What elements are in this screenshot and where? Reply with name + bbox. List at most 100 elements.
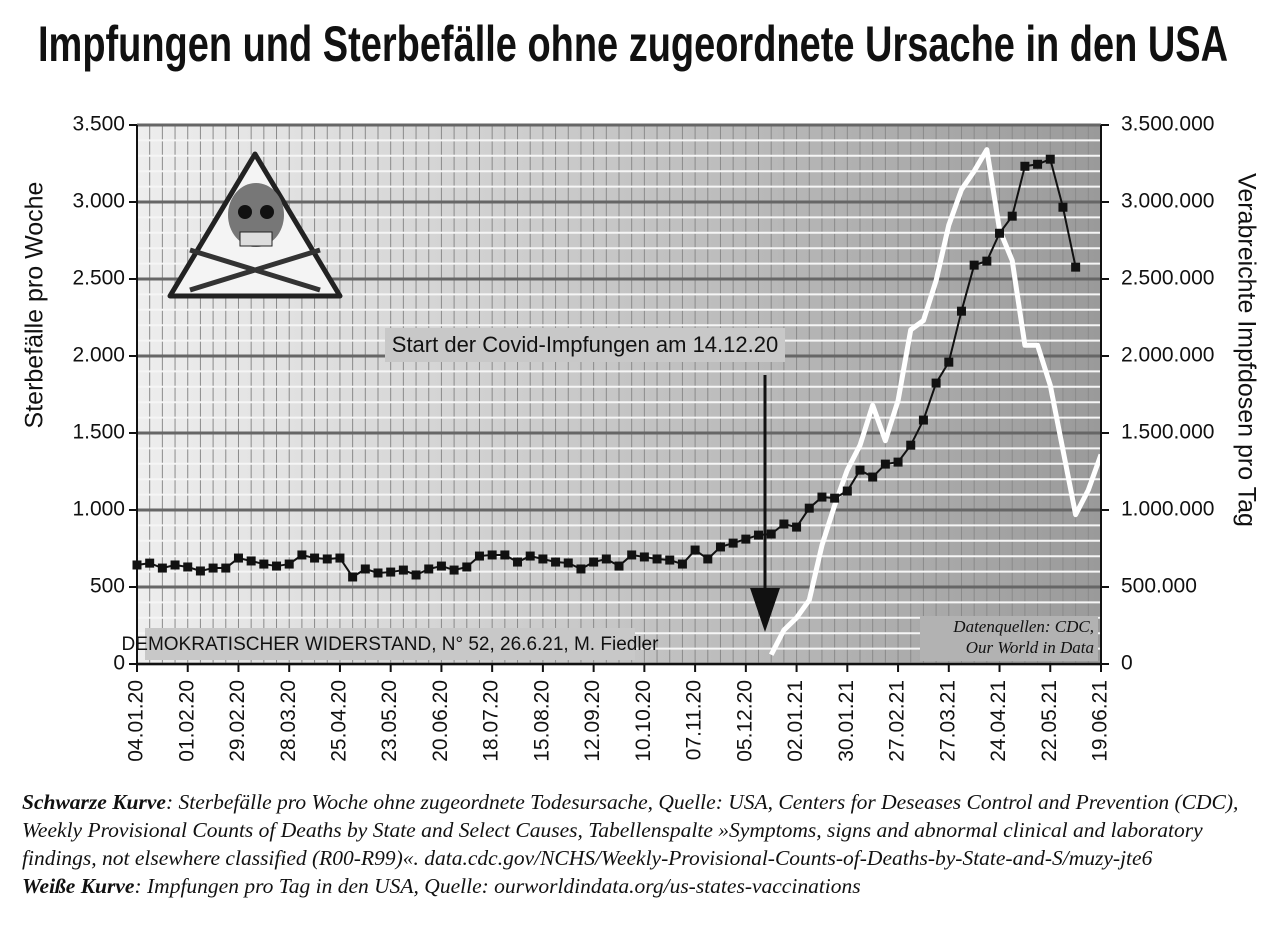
data-point <box>500 550 510 560</box>
data-point <box>208 563 218 573</box>
data-point <box>627 550 637 560</box>
marks <box>132 147 1104 656</box>
y2-tick-label: 1.500.000 <box>1121 421 1214 444</box>
data-point <box>386 567 396 577</box>
data-point <box>513 557 523 567</box>
caption-label: Weiße Kurve <box>22 874 135 898</box>
data-point <box>576 564 586 574</box>
data-point <box>804 503 814 513</box>
caption-label: Schwarze Kurve <box>22 790 166 814</box>
data-point <box>893 457 903 467</box>
x-tick-label: 04.01.20 <box>125 680 148 762</box>
data-point <box>1058 202 1068 212</box>
y-tick-label: 0 <box>113 652 125 675</box>
credit: DEMOKRATISCHER WIDERSTAND, N° 52, 26.6.2… <box>122 634 660 655</box>
data-point <box>779 519 789 529</box>
caption: Schwarze Kurve: Sterbefälle pro Woche oh… <box>22 788 1267 900</box>
data-point <box>855 465 865 475</box>
x-tick-label: 29.02.20 <box>226 680 249 762</box>
x-tick-label: 28.03.20 <box>277 680 300 762</box>
data-point <box>906 440 916 450</box>
data-point <box>754 530 764 540</box>
series-line <box>768 147 1104 656</box>
data-point <box>348 572 358 582</box>
x-tick-label: 25.04.20 <box>327 680 350 762</box>
data-point <box>652 554 662 564</box>
data-point <box>170 560 180 570</box>
data-point <box>842 486 852 496</box>
caption-text: : Impfungen pro Tag in den USA, Quelle: … <box>134 874 861 898</box>
data-point <box>665 555 675 565</box>
x-tick-label: 27.03.21 <box>936 680 959 762</box>
data-point <box>868 472 878 482</box>
data-point <box>956 306 966 316</box>
data-point <box>1033 159 1043 169</box>
data-point <box>246 556 256 566</box>
warning-icon <box>167 151 343 299</box>
source: Our World in Data <box>966 638 1094 657</box>
data-point <box>969 260 979 270</box>
y-tick-label: 3.000 <box>72 190 125 213</box>
data-point <box>310 553 320 563</box>
x-tick-label: 23.05.20 <box>378 680 401 762</box>
data-point <box>297 550 307 560</box>
y-axis-title: Sterbefälle pro Woche <box>21 182 49 429</box>
data-point <box>792 522 802 532</box>
data-point <box>538 554 548 564</box>
data-point <box>449 565 459 575</box>
data-point <box>728 538 738 548</box>
data-point <box>1045 154 1055 164</box>
data-point <box>563 558 573 568</box>
data-point <box>677 559 687 569</box>
data-point <box>436 561 446 571</box>
x-tick-label: 15.08.20 <box>530 680 553 762</box>
data-point <box>830 493 840 503</box>
y2-tick-label: 1.000.000 <box>1121 498 1214 521</box>
data-point <box>944 357 954 367</box>
data-point <box>145 558 155 568</box>
data-point <box>995 228 1005 238</box>
data-point <box>157 563 167 573</box>
x-tick-label: 05.12.20 <box>733 680 756 762</box>
x-tick-label: 07.11.20 <box>683 680 706 760</box>
data-point <box>931 378 941 388</box>
data-point <box>614 561 624 571</box>
data-point <box>221 563 231 573</box>
data-point <box>589 557 599 567</box>
y2-axis-title: Verabreichte Impfdosen pro Tag <box>1232 173 1260 527</box>
data-point <box>918 415 928 425</box>
data-point <box>360 564 370 574</box>
x-tick-label: 20.06.20 <box>429 680 452 762</box>
data-point <box>335 553 345 563</box>
y-tick-label: 500 <box>90 575 125 598</box>
x-tick-label: 01.02.20 <box>175 680 198 762</box>
x-tick-label: 22.05.21 <box>1038 680 1061 762</box>
data-point <box>284 559 294 569</box>
data-point <box>233 553 243 563</box>
x-tick-label: 10.10.20 <box>632 680 655 762</box>
y-tick-label: 1.500 <box>72 421 125 444</box>
x-tick-label: 12.09.20 <box>581 680 604 762</box>
annotation-box <box>385 328 785 362</box>
data-point <box>703 554 713 564</box>
y-tick-label: 1.000 <box>72 498 125 521</box>
data-point <box>272 561 282 571</box>
data-point <box>817 492 827 502</box>
x-tick-label: 18.07.20 <box>480 680 503 762</box>
y-tick-label: 2.000 <box>72 344 125 367</box>
x-tick-label: 02.01.21 <box>784 680 807 762</box>
chart: Impfungen und Sterbefälle ohne zugeordne… <box>21 16 1261 762</box>
data-point <box>766 529 776 539</box>
data-point <box>601 554 611 564</box>
data-point <box>462 562 472 572</box>
data-point <box>1020 161 1030 171</box>
data-point <box>195 566 205 576</box>
caption-paragraph: Weiße Kurve: Impfungen pro Tag in den US… <box>22 872 1267 900</box>
data-point <box>1071 262 1081 272</box>
source: Datenquellen: CDC, <box>952 617 1094 636</box>
credit-box <box>145 628 635 660</box>
data-point <box>639 552 649 562</box>
x-tick-label: 19.06.21 <box>1089 680 1112 762</box>
y2-tick-label: 500.000 <box>1121 575 1197 598</box>
data-point <box>880 459 890 469</box>
